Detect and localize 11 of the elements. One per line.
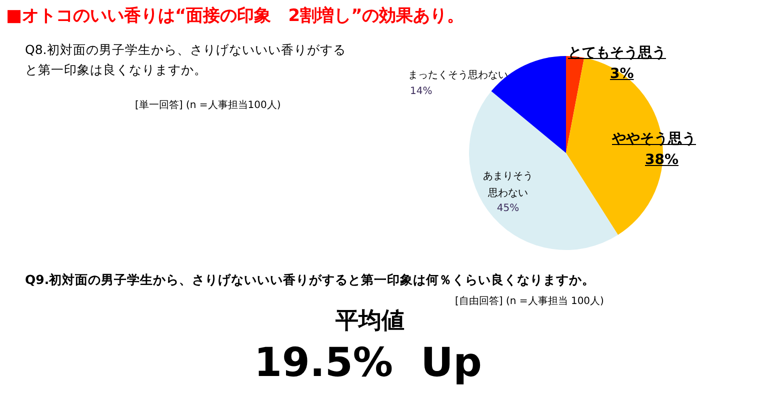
data-label: 45%	[496, 203, 520, 214]
text: Q8.初対面の男子学生から、さりげないいい香りがすると第一印象は良くなりますか。	[25, 41, 347, 79]
text: 平均値	[336, 307, 404, 336]
text: Q9.初対面の男子学生から、さりげないいい香りがすると第一印象は何％くらい良くなりますか。	[25, 272, 596, 289]
slice-label: あまりそう思わない	[482, 170, 534, 201]
text: [自由回答] (n =人事担当 100人)	[455, 294, 604, 308]
text: 19.5% Up	[254, 340, 482, 386]
text: ■オトコのいい香りは“面接の印象 2割増し”の効果あり。	[6, 5, 464, 27]
data-label: 14%	[410, 86, 432, 97]
text: [単一回答] (n =人事担当100人)	[135, 98, 281, 112]
slice-label: まったくそう思わない	[408, 69, 508, 82]
